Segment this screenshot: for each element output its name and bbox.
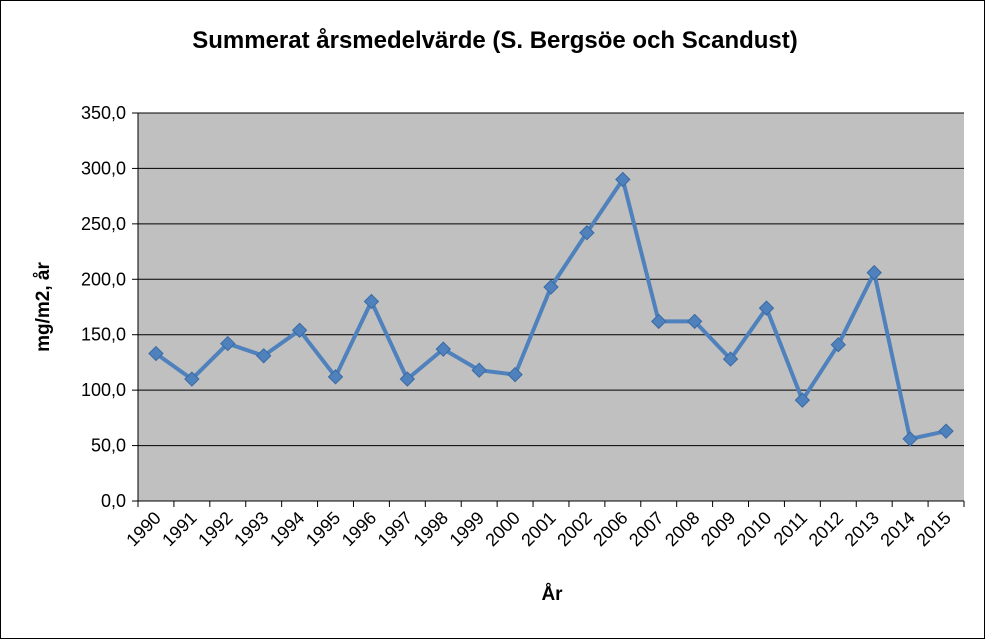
plot-area <box>138 113 964 501</box>
x-tick-label: 1996 <box>338 508 380 550</box>
y-axis-ticks: 0,0 50,0 100,0 150,0 200,0 250,0 300,0 350,0 <box>81 103 138 511</box>
y-tick-label: 200,0 <box>81 269 126 289</box>
x-tick-label: 1998 <box>410 508 452 550</box>
x-tick-label: 1991 <box>158 508 200 550</box>
data-point-marker <box>902 431 918 447</box>
y-tick-label: 0,0 <box>101 491 126 511</box>
x-axis-ticks: 1990199119921993199419951996199719981999… <box>122 501 965 550</box>
x-tick-label: 2014 <box>876 508 918 550</box>
x-tick-label: 2012 <box>805 508 847 550</box>
x-tick-label: 1997 <box>374 508 416 550</box>
data-point-marker <box>686 313 703 330</box>
y-tick-label: 50,0 <box>91 436 126 456</box>
x-tick-label: 2006 <box>589 508 631 550</box>
data-point-marker <box>327 369 344 385</box>
x-tick-label: 1992 <box>194 508 236 550</box>
axes <box>137 113 964 502</box>
data-point-marker <box>758 300 775 316</box>
data-point-marker <box>651 313 667 330</box>
y-tick-label: 300,0 <box>81 158 126 178</box>
data-point-marker <box>184 371 200 387</box>
chart-title: Summerat årsmedelvärde (S. Bergsöe och S… <box>192 27 798 54</box>
y-tick-label: 100,0 <box>81 380 126 400</box>
x-tick-label: 2013 <box>841 508 883 550</box>
data-point-marker <box>794 392 811 408</box>
x-tick-label: 1993 <box>230 508 272 550</box>
gridlines <box>138 112 964 447</box>
y-tick-label: 250,0 <box>81 214 126 234</box>
data-point-marker <box>579 225 595 241</box>
x-tick-label: 1994 <box>266 508 308 550</box>
data-point-marker <box>435 341 451 357</box>
x-tick-label: 1995 <box>302 508 344 550</box>
data-point-marker <box>507 366 523 383</box>
x-tick-label: 2011 <box>770 508 812 550</box>
y-tick-label: 150,0 <box>81 325 126 345</box>
data-point-marker <box>615 171 631 188</box>
data-point-marker <box>830 336 847 353</box>
data-point-marker <box>291 322 308 338</box>
data-point-marker <box>399 371 416 387</box>
y-axis-title: mg/m2, år <box>33 262 54 352</box>
x-tick-label: 2002 <box>553 508 595 550</box>
series-markers <box>148 171 954 447</box>
x-tick-label: 2007 <box>625 508 667 550</box>
data-point-marker <box>220 335 236 352</box>
x-tick-label: 2001 <box>517 508 559 550</box>
x-tick-label: 2010 <box>733 508 775 550</box>
data-point-marker <box>722 351 739 367</box>
x-tick-label: 1999 <box>446 508 488 550</box>
data-point-marker <box>363 293 380 310</box>
x-tick-label: 2009 <box>697 508 739 550</box>
x-tick-label: 2000 <box>481 508 523 550</box>
x-tick-label: 2008 <box>661 508 703 550</box>
y-tick-label: 350,0 <box>81 103 126 123</box>
data-point-marker <box>938 423 954 439</box>
x-tick-label: 2015 <box>912 508 954 550</box>
data-point-marker <box>471 362 487 378</box>
data-point-marker <box>543 279 559 295</box>
data-point-marker <box>148 345 164 362</box>
data-point-marker <box>866 264 882 281</box>
data-point-marker <box>255 348 272 364</box>
x-axis-title: År <box>541 584 563 605</box>
x-tick-label: 1990 <box>122 508 164 550</box>
